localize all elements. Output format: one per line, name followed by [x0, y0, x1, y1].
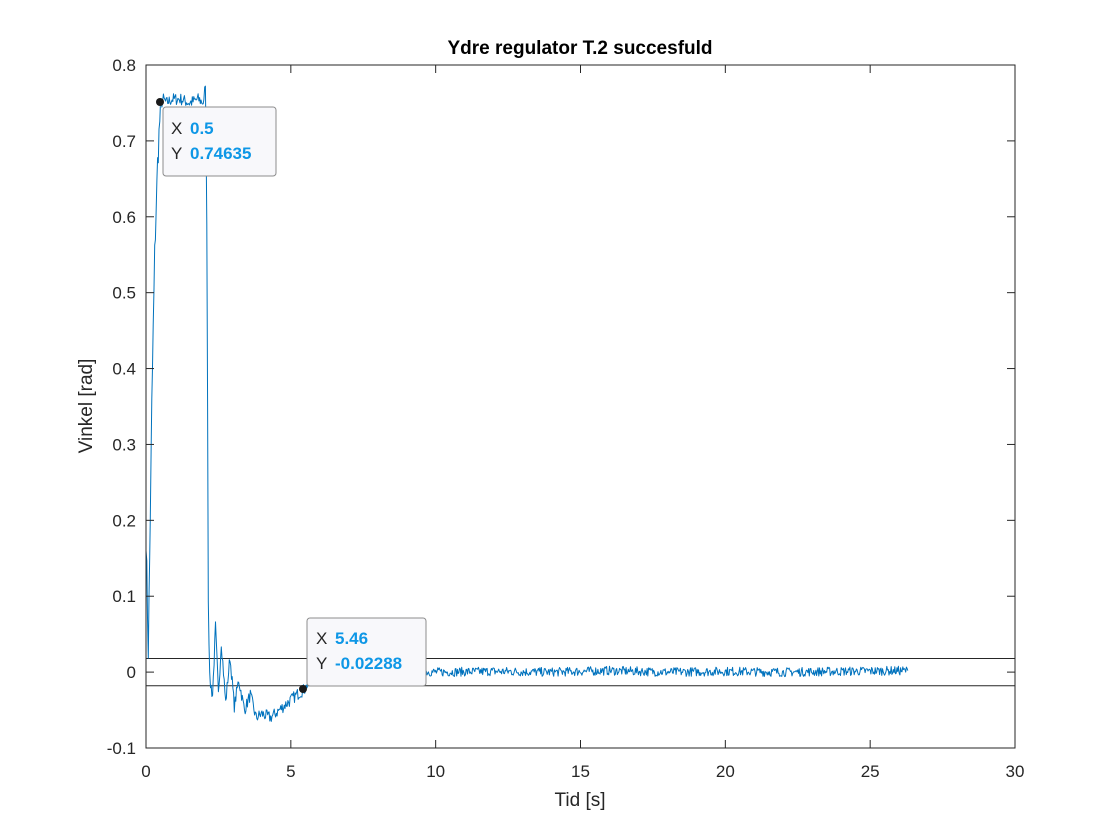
reference-lines — [146, 657, 1015, 687]
datatip-2-y-value: -0.02288 — [335, 654, 402, 673]
y-tick-label: 0.3 — [112, 435, 136, 454]
y-tick-label: 0.6 — [112, 208, 136, 227]
series-line — [145, 85, 909, 722]
datatip-1-x-key: X — [171, 119, 182, 138]
x-tick-label: 30 — [1006, 762, 1025, 781]
datatip-2-marker — [299, 685, 307, 693]
datatip-1[interactable]: X 0.5 Y 0.74635 — [156, 98, 277, 177]
x-tick-label: 15 — [571, 762, 590, 781]
y-tick-label: 0.4 — [112, 360, 136, 379]
datatip-2-x-key: X — [316, 629, 327, 648]
datatip-2[interactable]: X 5.46 Y -0.02288 — [299, 617, 427, 693]
x-axis-label: Tid [s] — [554, 790, 605, 811]
y-axis-label: Vinkel [rad] — [76, 359, 97, 454]
x-tick-label: 0 — [141, 762, 150, 781]
chart-title: Ydre regulator T.2 succesfuld — [447, 38, 712, 59]
y-axis: -0.1 0 0.1 0.2 0.3 0.4 0.5 0.6 0.7 0.8 — [107, 56, 1015, 758]
y-tick-label: 0.2 — [112, 511, 136, 530]
datatip-2-y-key: Y — [316, 654, 327, 673]
datatip-1-x-value: 0.5 — [190, 119, 214, 138]
x-axis: 0 5 10 15 20 25 30 — [141, 65, 1024, 781]
y-tick-label: 0.1 — [112, 587, 136, 606]
y-tick-label: 0 — [127, 663, 136, 682]
x-tick-label: 20 — [716, 762, 735, 781]
x-tick-label: 25 — [861, 762, 880, 781]
x-tick-label: 10 — [426, 762, 445, 781]
datatip-1-y-value: 0.74635 — [190, 144, 251, 163]
plot-area — [146, 65, 1015, 748]
y-tick-label: 0.7 — [112, 132, 136, 151]
series-layer — [145, 85, 909, 722]
datatip-2-x-value: 5.46 — [335, 629, 368, 648]
y-tick-label: 0.8 — [112, 56, 136, 75]
y-tick-label: 0.5 — [112, 284, 136, 303]
datatip-1-y-key: Y — [171, 144, 182, 163]
x-tick-label: 5 — [286, 762, 295, 781]
datatip-1-box — [162, 106, 277, 177]
y-tick-label: -0.1 — [107, 739, 136, 758]
datatip-1-marker — [156, 98, 164, 106]
datatip-2-box — [306, 617, 427, 687]
